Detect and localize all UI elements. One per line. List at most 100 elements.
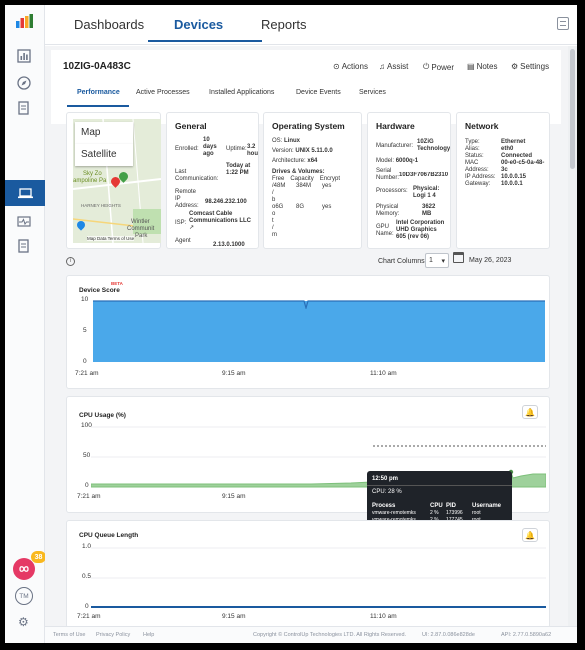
x-tick-label: 11:10 am <box>370 613 397 620</box>
remote-ip-label: Remote IP Address: <box>175 189 199 209</box>
network-row: Status: Connected <box>465 153 533 159</box>
map-place-label: Park <box>135 233 148 239</box>
content-scrollbar[interactable] <box>568 46 577 626</box>
memory-value: 3622 MB <box>422 204 436 217</box>
notes-button[interactable]: ▤ Notes <box>467 62 498 71</box>
network-title: Network <box>465 121 499 131</box>
power-icon: ⏻ <box>423 62 430 71</box>
y-tick-label: 1.0 <box>82 543 92 550</box>
y-tick-label: 5 <box>83 327 87 334</box>
dashboard-chart-icon[interactable] <box>13 45 35 67</box>
scrollbar-thumb[interactable] <box>570 49 575 169</box>
network-row: MAC Address: 00-e0-c5-0a-48-3c <box>465 160 545 173</box>
footer-terms-link[interactable]: Terms of Use <box>53 632 86 638</box>
location-map[interactable]: Map Satellite Sky Zo ampoline Pa HARNEY … <box>73 119 161 243</box>
compass-icon[interactable] <box>13 72 35 94</box>
tooltip-process-row: vmware-remotemks 2 % 173996 root <box>372 510 481 516</box>
actions-button[interactable]: ⊙ Actions <box>333 62 368 71</box>
y-tick-label: 50 <box>83 452 91 459</box>
nav-tab-reports[interactable]: Reports <box>261 17 307 32</box>
assist-button[interactable]: ♫ Assist <box>379 62 409 71</box>
subtab-active-processes[interactable]: Active Processes <box>136 89 190 96</box>
subtab-device-events[interactable]: Device Events <box>296 89 341 96</box>
footer-help-link[interactable]: Help <box>143 632 155 638</box>
y-tick-label: 100 <box>81 422 92 429</box>
footer-copyright: Copyright © ControlUp Technologies LTD. … <box>253 632 407 638</box>
external-link-icon[interactable]: ↗ <box>189 225 195 231</box>
os-row: OS: Linux <box>272 138 301 144</box>
subtab-installed-applications[interactable]: Installed Applications <box>209 89 275 96</box>
nav-tab-dashboards[interactable]: Dashboards <box>74 17 145 32</box>
serial-value: 10D3F7067B2310 <box>399 172 449 178</box>
notification-badge: 38 <box>31 551 46 563</box>
network-row: Alias: eth0 <box>465 146 514 152</box>
drives-label: Drives & Volumes: <box>272 169 325 175</box>
info-icon[interactable]: i <box>66 257 75 266</box>
map-toggle-map[interactable]: Map <box>75 122 133 144</box>
device-score-area <box>93 301 545 362</box>
notifications-avatar[interactable] <box>13 558 35 580</box>
panel-toggle-icon[interactable] <box>557 17 569 30</box>
subtab-underline <box>67 105 129 107</box>
footer-privacy-link[interactable]: Privacy Policy <box>96 632 131 638</box>
date-picker[interactable]: May 26, 2023 <box>469 257 512 264</box>
map-place-label: ampoline Pa <box>73 178 107 184</box>
chart-columns-select[interactable]: 1 ▾ <box>425 253 449 268</box>
subtab-performance[interactable]: Performance <box>77 89 120 96</box>
manufacturer-value: 10ZiG Technology <box>417 139 451 152</box>
alert-bell-icon[interactable]: 🔔 <box>522 405 538 419</box>
architecture-row: Architecture: x64 <box>272 158 318 164</box>
isp-value: Comcast Cable Communications LLC ↗ <box>189 211 252 231</box>
x-tick-label: 7:21 am <box>75 370 99 377</box>
settings-gear-icon[interactable]: ⚙ <box>18 615 29 629</box>
laptop-icon <box>17 187 33 198</box>
x-tick-label: 7:21 am <box>77 493 101 500</box>
app-window: 38 TM ⚙ Dashboards Devices Reports 10ZIG… <box>5 5 577 643</box>
calendar-icon[interactable] <box>453 252 464 263</box>
activity-monitor-icon[interactable] <box>13 211 35 233</box>
drives-header-row: Free Capacity Encrypt <box>272 176 341 182</box>
sidebar: 38 TM ⚙ <box>5 5 46 643</box>
footer-ui-version: UI: 2.87.0.086e828de <box>422 632 475 638</box>
x-tick-label: 9:15 am <box>222 370 246 377</box>
subtab-services[interactable]: Services <box>359 89 386 96</box>
y-tick-label: 0 <box>85 482 89 489</box>
alert-bell-icon[interactable]: 🔔 <box>522 528 538 542</box>
network-table: Type: Ethernet Alias: eth0 Status: Connecte… <box>465 139 549 188</box>
hardware-title: Hardware <box>376 121 415 131</box>
drive-row: o <box>272 211 276 217</box>
uptime-value: 3.2 hou <box>247 144 258 157</box>
user-avatar[interactable]: TM <box>15 587 33 605</box>
processors-label: Processors: <box>376 188 408 194</box>
drive-row: m <box>272 232 277 238</box>
report-doc-icon[interactable] <box>13 97 35 119</box>
power-button[interactable]: ⏻ Power <box>423 62 455 72</box>
map-place-label: Sky Zo <box>83 171 102 177</box>
agent-value: 2.13.0.1000 <box>213 242 245 248</box>
cpu-queue-title: CPU Queue Length <box>79 532 139 539</box>
tooltip-divider <box>367 485 512 486</box>
version-row: Version: UNIX 5.11.0.0 <box>272 148 333 154</box>
sidebar-item-devices[interactable] <box>5 180 45 206</box>
settings-button[interactable]: ⚙ Settings <box>511 62 550 71</box>
last-communication-label: Last Communication: <box>175 169 219 182</box>
drives-table: Free Capacity Encrypt /48M 384M yes / b o6G 8… <box>272 176 358 239</box>
y-tick-label: 0 <box>83 358 87 365</box>
y-tick-label: 0 <box>85 603 89 610</box>
tooltip-header-row: Process CPU PID Username <box>372 503 502 509</box>
cpu-usage-title: CPU Usage (%) <box>79 412 126 419</box>
footer: Terms of Use Privacy Policy Help Copyrig… <box>45 626 577 643</box>
device-name: 10ZIG-0A483C <box>63 61 131 72</box>
app-logo[interactable] <box>16 14 34 28</box>
network-row: Type: Ethernet <box>465 139 526 145</box>
map-toggle-satellite[interactable]: Satellite <box>75 144 133 166</box>
os-title: Operating System <box>272 121 345 131</box>
device-header <box>51 50 561 124</box>
cog-icon: ⚙ <box>511 62 519 71</box>
top-navigation: Dashboards Devices Reports <box>45 5 577 45</box>
nav-tab-devices[interactable]: Devices <box>174 17 224 32</box>
report-list-icon[interactable] <box>13 235 35 257</box>
uptime-label: Uptime: <box>226 146 247 152</box>
network-row: IP Address: 10.0.0.15 <box>465 174 527 180</box>
last-communication-value: Today at 1:22 PM <box>226 163 251 176</box>
